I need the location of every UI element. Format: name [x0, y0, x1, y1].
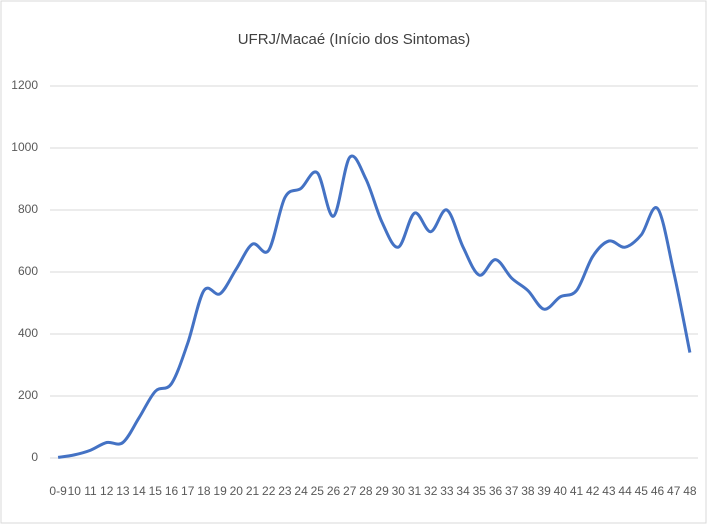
x-tick-label: 28	[359, 484, 373, 498]
x-tick-label: 27	[343, 484, 357, 498]
x-tick-label: 40	[554, 484, 568, 498]
y-tick-label: 400	[18, 326, 38, 340]
x-tick-label: 36	[489, 484, 503, 498]
x-tick-label: 24	[294, 484, 308, 498]
x-tick-label: 0-9	[49, 484, 67, 498]
x-tick-label: 15	[149, 484, 163, 498]
x-tick-label: 10	[68, 484, 82, 498]
x-tick-label: 30	[392, 484, 406, 498]
line	[57, 154, 692, 459]
x-tick-label: 32	[424, 484, 438, 498]
x-tick-label: 21	[246, 484, 260, 498]
x-tick-label: 35	[473, 484, 487, 498]
x-tick-label: 45	[635, 484, 649, 498]
x-tick-label: 42	[586, 484, 600, 498]
x-tick-label: 47	[667, 484, 681, 498]
x-tick-label: 23	[278, 484, 292, 498]
y-tick-label: 800	[18, 202, 38, 216]
y-tick-label: 1200	[11, 78, 38, 92]
x-tick-label: 25	[311, 484, 325, 498]
x-tick-label: 12	[100, 484, 114, 498]
x-tick-label: 39	[537, 484, 551, 498]
x-tick-label: 26	[327, 484, 341, 498]
x-tick-label: 38	[521, 484, 535, 498]
chart-title: UFRJ/Macaé (Início dos Sintomas)	[238, 31, 471, 48]
x-tick-label: 18	[197, 484, 211, 498]
x-tick-label: 41	[570, 484, 584, 498]
x-tick-label: 46	[651, 484, 665, 498]
y-tick-label: 1000	[11, 140, 38, 154]
x-tick-label: 22	[262, 484, 276, 498]
x-tick-label: 33	[440, 484, 454, 498]
x-tick-label: 19	[213, 484, 227, 498]
y-tick-label: 0	[31, 450, 38, 464]
x-tick-label: 16	[165, 484, 179, 498]
x-tick-label: 43	[602, 484, 616, 498]
x-tick-label: 31	[408, 484, 422, 498]
x-tick-label: 17	[181, 484, 195, 498]
x-tick-label: 20	[230, 484, 244, 498]
x-tick-label: 44	[618, 484, 632, 498]
x-tick-label: 48	[683, 484, 697, 498]
x-tick-label: 29	[375, 484, 389, 498]
x-tick-label: 34	[456, 484, 470, 498]
x-tick-label: 37	[505, 484, 519, 498]
y-tick-label: 600	[18, 264, 38, 278]
x-tick-label: 14	[132, 484, 146, 498]
x-tick-label: 13	[116, 484, 130, 498]
x-tick-label: 11	[84, 484, 97, 498]
y-tick-label: 200	[18, 388, 38, 402]
